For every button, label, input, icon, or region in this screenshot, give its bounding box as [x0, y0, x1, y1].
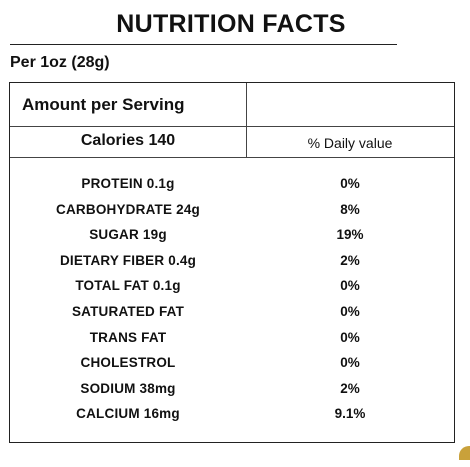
nutrient-name: SATURATED FAT — [71, 303, 185, 319]
corner-accent — [459, 446, 470, 460]
nutrient-percent: 2% — [340, 252, 360, 268]
daily-value-header: % Daily value — [307, 135, 393, 151]
table-row: DIETARY FIBER 0.4g 2% — [10, 252, 454, 278]
table-row: PROTEIN 0.1g 0% — [10, 175, 454, 201]
nutrient-percent: 0% — [340, 278, 360, 294]
column-divider — [246, 83, 247, 157]
header-divider — [10, 126, 454, 127]
nutrient-percent: 8% — [340, 201, 360, 217]
calories-divider — [10, 157, 454, 158]
amount-per-serving-label: Amount per Serving — [22, 95, 185, 114]
table-row: CARBOHYDRATE 24g 8% — [10, 201, 454, 227]
nutrient-name: TOTAL FAT 0.1g — [75, 278, 181, 294]
nutrient-name: TRANS FAT — [89, 329, 167, 345]
table-row: TRANS FAT 0% — [10, 329, 454, 355]
table-row: SUGAR 19g 19% — [10, 226, 454, 252]
nutrient-name: SUGAR 19g — [89, 227, 167, 243]
calories-label: Calories 140 — [80, 132, 176, 149]
nutrient-percent: 0% — [340, 329, 360, 345]
nutrient-percent: 2% — [340, 380, 360, 396]
page-title: NUTRITION FACTS — [116, 10, 346, 38]
nutrient-percent: 9.1% — [334, 406, 366, 422]
nutrient-percent: 0% — [340, 176, 360, 191]
nutrient-name: SODIUM 38mg — [80, 380, 176, 396]
serving-size: Per 1oz (28g) — [10, 54, 110, 71]
table-row: CHOLESTROL 0% — [10, 354, 454, 380]
table-row: TOTAL FAT 0.1g 0% — [10, 277, 454, 303]
nutrient-rows: PROTEIN 0.1g 0% CARBOHYDRATE 24g 8% SUGA… — [10, 175, 454, 431]
nutrient-percent: 19% — [336, 227, 364, 243]
nutrient-name: PROTEIN 0.1g — [81, 176, 175, 191]
nutrition-table: Amount per Serving Calories 140 % Daily … — [9, 82, 455, 443]
nutrient-name: DIETARY FIBER 0.4g — [59, 252, 197, 268]
nutrient-percent: 0% — [340, 303, 360, 319]
table-row: CALCIUM 16mg 9.1% — [10, 405, 454, 431]
nutrient-name: CHOLESTROL — [80, 355, 176, 371]
nutrient-percent: 0% — [340, 355, 360, 371]
title-divider — [10, 44, 397, 45]
table-row: SODIUM 38mg 2% — [10, 380, 454, 406]
table-row: SATURATED FAT 0% — [10, 303, 454, 329]
nutrient-name: CALCIUM 16mg — [76, 406, 180, 422]
nutrient-name: CARBOHYDRATE 24g — [56, 201, 200, 217]
